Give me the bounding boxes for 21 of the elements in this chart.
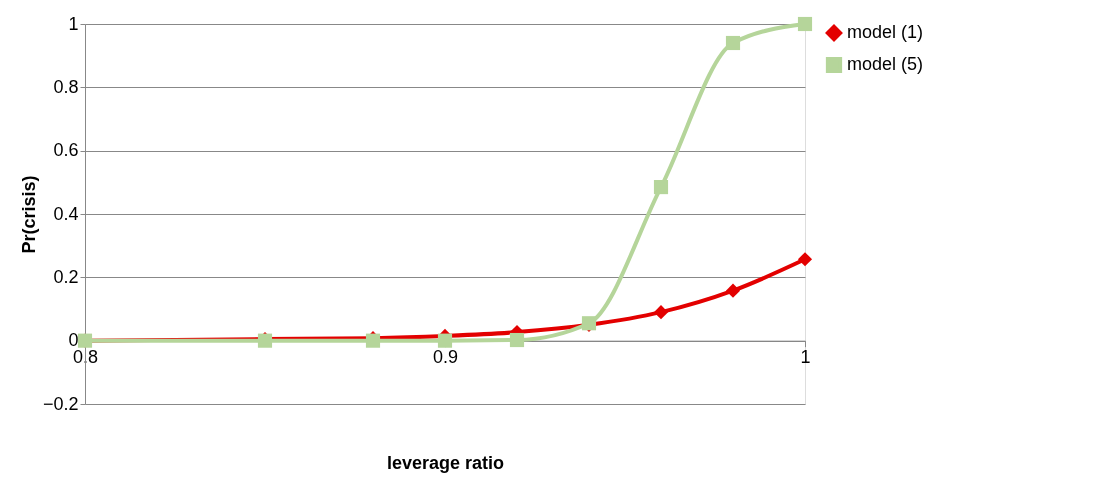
y-tick-label: 0.2	[53, 266, 79, 287]
point	[797, 16, 813, 32]
point	[725, 35, 741, 51]
y-tick-label: 0.4	[53, 203, 79, 224]
x-axis-title: leverage ratio	[386, 452, 505, 473]
x-tick-label: 1	[800, 347, 811, 368]
x-tick-label: 0.9	[432, 347, 459, 368]
point	[653, 180, 669, 195]
point	[725, 283, 741, 298]
point	[509, 332, 525, 348]
y-tick-label: −0.2	[42, 393, 79, 414]
y-tick-label: 0.8	[53, 76, 79, 97]
legend-label: model (5)	[847, 54, 924, 74]
point	[797, 252, 813, 267]
point	[437, 333, 453, 348]
legend-label: model (1)	[847, 22, 924, 42]
point	[653, 305, 669, 320]
y-tick-label: 0.6	[53, 140, 79, 161]
y-axis-title: Pr(crisis)	[18, 175, 39, 254]
y-tick-label: 0	[68, 330, 79, 351]
y-tick-label: 1	[68, 13, 79, 34]
